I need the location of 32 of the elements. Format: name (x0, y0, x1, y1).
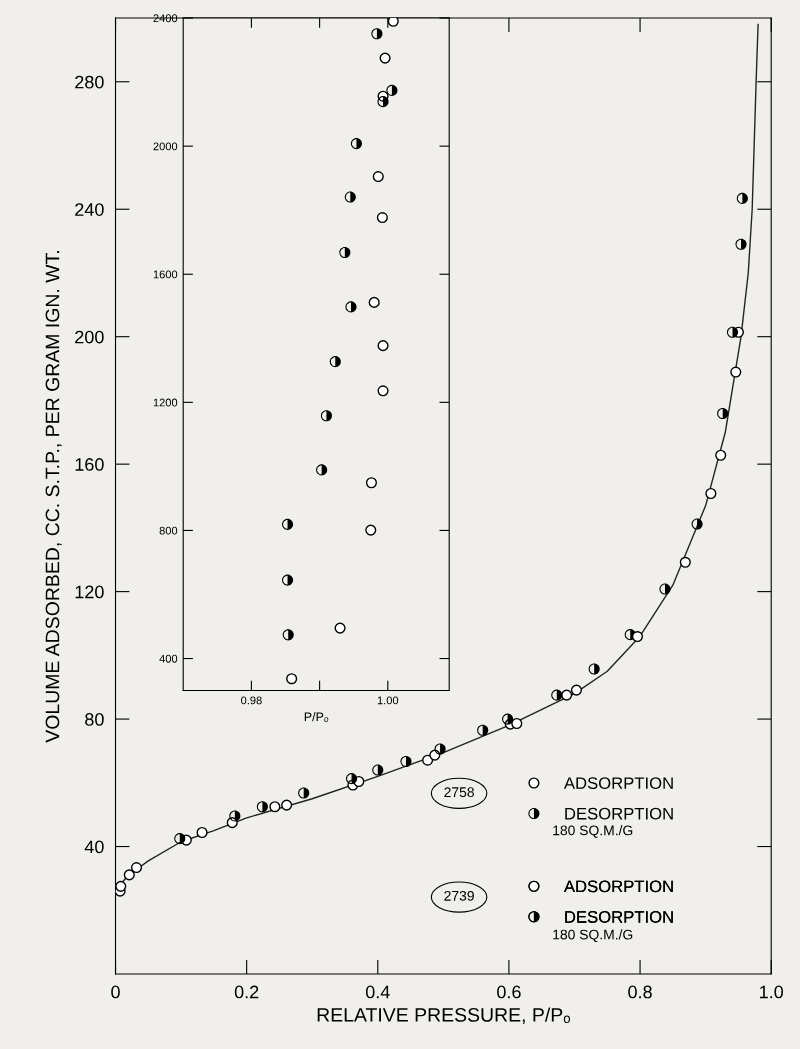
y-tick-label: 80 (85, 713, 104, 726)
y-tick-label: 800 (159, 526, 178, 535)
legend-label: ADSORPTION (563, 777, 673, 790)
y-tick-label: 160 (75, 458, 104, 471)
x-tick-label: 0.98 (241, 696, 262, 705)
legend-label: DESORPTION (565, 807, 673, 820)
annotation: 180 SQ.M./G (553, 825, 633, 838)
legend-label: ADSORPTION (563, 880, 673, 893)
legend-label: DESORPTION (565, 910, 673, 923)
y-tick-label: 1600 (153, 270, 178, 279)
x-tick-label: 0.2 (234, 985, 259, 999)
y-tick-label: 120 (75, 585, 104, 599)
x-axis-title: P/Pₒ (304, 712, 329, 723)
x-tick-label: 0.8 (628, 985, 652, 999)
y-tick-label: 400 (159, 654, 178, 663)
y-tick-label: 2000 (153, 142, 178, 151)
x-tick-label: 1.00 (377, 696, 399, 705)
annotation: 2758 (444, 787, 474, 798)
annotation: 2739 (444, 890, 474, 901)
y-tick-label: 240 (75, 203, 104, 216)
y-tick-label: 2400 (153, 14, 178, 23)
y-axis-title: VOLUME ADSORBED, CC. S.T.P., PER GRAM IGN. WT. (45, 251, 62, 743)
x-tick-label: 0.4 (365, 985, 390, 999)
y-tick-label: 280 (75, 75, 104, 89)
x-tick-label: 0.6 (497, 985, 521, 999)
annotation: 180 SQ.M./G (553, 929, 633, 942)
x-tick-label: 0 (111, 985, 120, 999)
y-tick-label: 1200 (153, 398, 178, 407)
x-axis-title: RELATIVE PRESSURE, P/Pₒ (317, 1007, 571, 1025)
y-tick-label: 40 (84, 840, 104, 854)
x-tick-label: 1.0 (760, 985, 784, 999)
y-tick-label: 200 (75, 330, 104, 344)
